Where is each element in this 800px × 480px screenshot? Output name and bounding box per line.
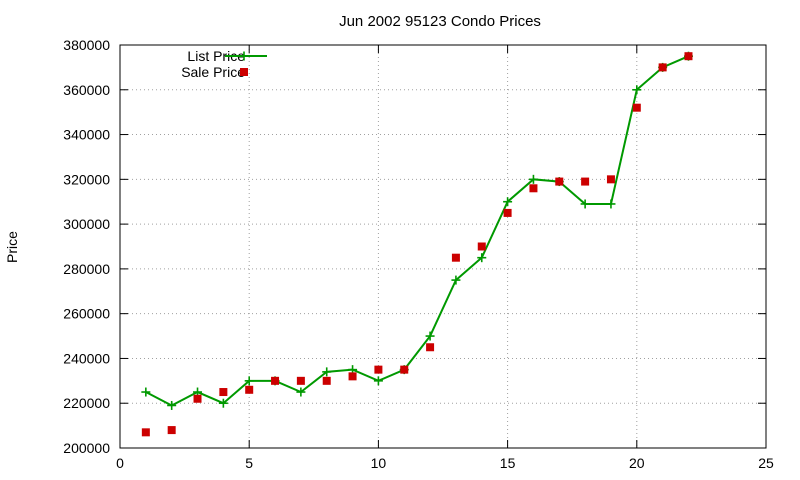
legend-label: List Price [187, 48, 245, 64]
axes: 0 5 10 15 20 25 200000 220000 240000 260000 280000… [63, 37, 774, 471]
list-price-point [451, 275, 461, 285]
chart-title: Jun 2002 95123 Condo Prices [339, 13, 541, 30]
list-price-point [141, 387, 151, 397]
x-tick-label: 15 [500, 455, 516, 471]
y-tick-label: 280000 [63, 261, 110, 277]
grid-lines [120, 45, 766, 448]
sale-price-point [606, 175, 615, 184]
sale-price-point [296, 376, 305, 385]
sale-price-point [658, 63, 667, 72]
y-tick-label: 360000 [63, 82, 110, 98]
list-price-point [606, 199, 616, 209]
list-price-point [632, 85, 642, 95]
list-price-point [503, 197, 513, 207]
sale-price-point [632, 103, 641, 112]
sale-price-point [503, 208, 512, 217]
plot-frame [119, 44, 767, 449]
list-price-point [167, 400, 177, 410]
sale-price-point [271, 376, 280, 385]
list-price-point [580, 199, 590, 209]
sale-price-point [219, 388, 228, 397]
sale-price-point [684, 52, 693, 61]
list-price-point [528, 174, 538, 184]
list-price-point [477, 253, 487, 263]
sale-price-point [374, 365, 383, 374]
y-tick-label: 240000 [63, 350, 110, 366]
list-price-point [218, 398, 228, 408]
list-price-point [322, 367, 332, 377]
y-tick-label: 340000 [63, 127, 110, 143]
list-price-point [373, 376, 383, 386]
x-tick-label: 20 [629, 455, 645, 471]
sale-price-point [245, 385, 254, 394]
y-tick-label: 300000 [63, 216, 110, 232]
y-tick-label: 260000 [63, 306, 110, 322]
y-tick-label: 200000 [63, 440, 110, 456]
sale-price-point [581, 177, 590, 186]
sale-price-point [348, 372, 357, 381]
legend-label: Sale Price [181, 64, 245, 80]
legend-marker [239, 51, 249, 61]
y-tick-label: 320000 [63, 171, 110, 187]
sale-price-point [141, 428, 150, 437]
x-tick-label: 25 [758, 455, 774, 471]
sale-price-point [529, 184, 538, 193]
sale-price-point [477, 242, 486, 251]
sale-price-point [167, 426, 176, 435]
x-tick-label: 0 [116, 455, 124, 471]
y-tick-label: 380000 [63, 37, 110, 53]
y-axis-label: Price [4, 231, 20, 263]
series-layer [141, 51, 693, 437]
list-price-point [244, 376, 254, 386]
sale-price-point [322, 376, 331, 385]
legend-marker [240, 68, 248, 76]
sale-price-point [426, 343, 435, 352]
sale-price-point [555, 177, 564, 186]
sale-price-point [451, 253, 460, 262]
y-tick-label: 220000 [63, 395, 110, 411]
sale-price-point [400, 365, 409, 374]
sale-price-point [193, 394, 202, 403]
list-price-line [145, 55, 689, 407]
list-price-point [425, 331, 435, 341]
x-tick-label: 10 [371, 455, 387, 471]
list-price-point [296, 387, 306, 397]
x-tick-label: 5 [245, 455, 253, 471]
